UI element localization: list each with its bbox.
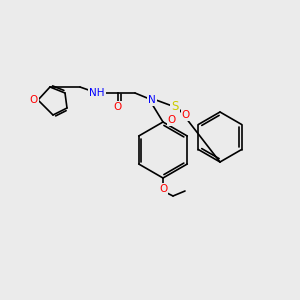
Text: O: O	[168, 115, 176, 125]
Text: N: N	[148, 95, 156, 105]
Text: O: O	[159, 184, 167, 194]
Text: O: O	[30, 95, 38, 105]
Text: S: S	[171, 100, 179, 113]
Text: NH: NH	[89, 88, 105, 98]
Text: O: O	[114, 102, 122, 112]
Text: O: O	[182, 110, 190, 120]
